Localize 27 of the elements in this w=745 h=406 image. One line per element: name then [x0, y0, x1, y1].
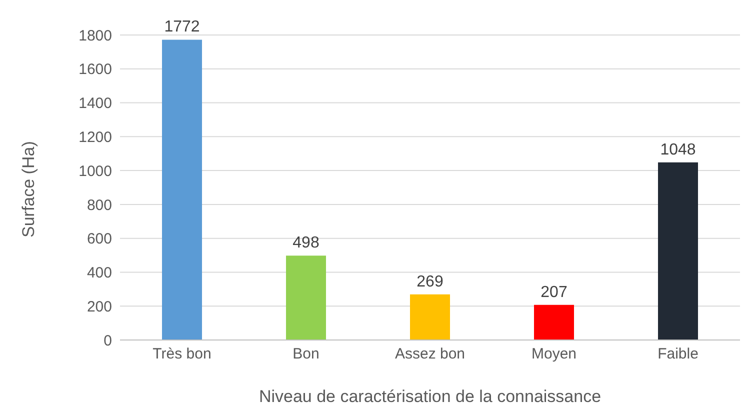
bar — [658, 162, 698, 340]
x-tick-label: Bon — [292, 346, 320, 363]
data-label: 1048 — [660, 141, 696, 158]
y-axis-title: Surface (Ha) — [19, 141, 38, 238]
y-tick-label: 200 — [86, 298, 112, 316]
y-tick-label: 1600 — [78, 61, 112, 78]
y-tick-label: 0 — [104, 332, 112, 350]
y-tick-label: 800 — [86, 196, 112, 214]
x-axis-title: Niveau de caractérisation de la connaissance — [258, 387, 602, 406]
data-label: 1772 — [164, 18, 200, 36]
y-tick-label: 1000 — [78, 162, 112, 180]
bar — [286, 256, 326, 340]
bar — [410, 294, 450, 340]
x-tick-label: Très bon — [152, 346, 212, 363]
data-label: 207 — [540, 284, 568, 301]
data-label: 498 — [292, 234, 320, 252]
y-tick-label: 1200 — [78, 128, 112, 146]
y-tick-label: 400 — [86, 264, 112, 282]
bar — [162, 40, 202, 340]
y-tick-label: 1400 — [78, 95, 112, 112]
data-label: 269 — [416, 273, 444, 290]
x-tick-label: Moyen — [531, 346, 577, 363]
bar — [534, 304, 574, 340]
y-tick-label: 1800 — [78, 27, 112, 44]
y-tick-label: 600 — [86, 230, 112, 248]
x-tick-label: Faible — [658, 346, 698, 363]
x-tick-label: Assez bon — [394, 346, 466, 363]
